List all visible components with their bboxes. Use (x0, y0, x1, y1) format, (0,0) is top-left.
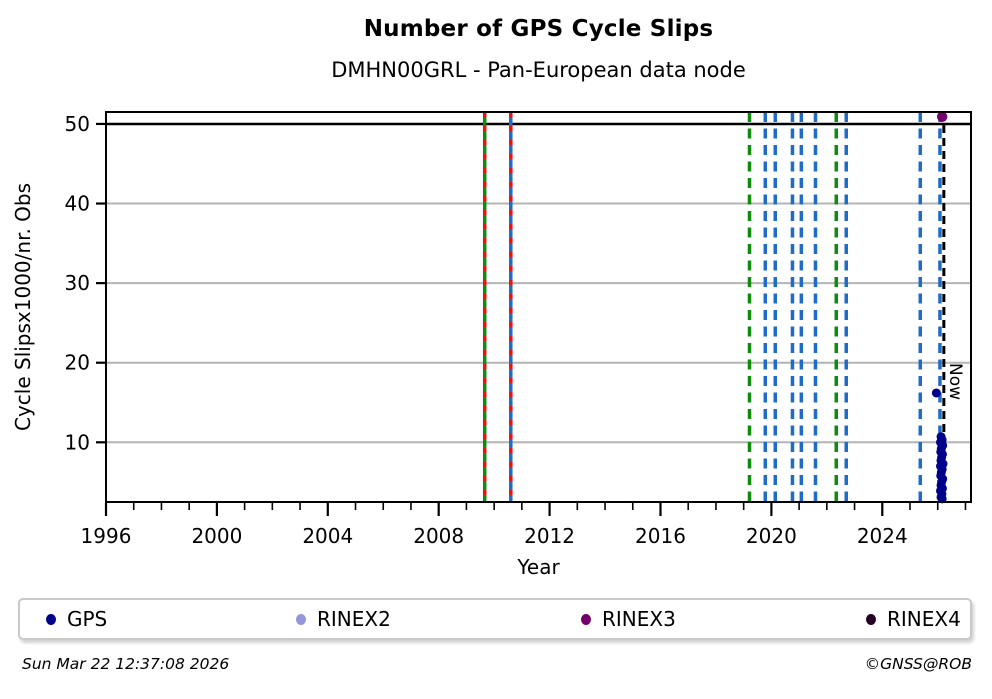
y-tick-label: 50 (65, 112, 90, 136)
x-tick-label: 2012 (524, 524, 575, 548)
x-tick-label: 1996 (81, 524, 132, 548)
legend-item-gps: GPS (46, 607, 107, 631)
x-tick-label: 2000 (191, 524, 242, 548)
x-tick-label: 2004 (302, 524, 353, 548)
gps-point (931, 388, 941, 398)
legend-item-rinex2: RINEX2 (296, 607, 391, 631)
legend: GPS RINEX2 RINEX3 RINEX4 (18, 598, 972, 640)
x-tick-label: 2024 (857, 524, 908, 548)
x-tick-label: 2016 (635, 524, 686, 548)
x-axis-label: Year (516, 555, 560, 579)
y-tick-label: 40 (65, 192, 90, 216)
rinex2-dot-icon (296, 613, 306, 625)
page-title: Number of GPS Cycle Slips (363, 16, 714, 42)
x-tick-label: 2020 (746, 524, 797, 548)
y-tick-label: 10 (65, 430, 90, 454)
credit-text: ©GNSS@ROB (864, 655, 972, 673)
now-label: Now (945, 363, 965, 400)
plot-timestamp: Sun Mar 22 12:37:08 2026 (22, 655, 230, 673)
y-axis-label: Cycle Slipsx1000/nr. Obs (11, 183, 35, 431)
rinex4-dot-icon (866, 613, 876, 625)
gps-dot-icon (46, 613, 56, 625)
legend-label-rinex3: RINEX3 (602, 607, 676, 631)
y-tick-label: 30 (65, 271, 90, 295)
x-tick-label: 2008 (413, 524, 464, 548)
legend-item-rinex4: RINEX4 (866, 607, 961, 631)
page-subtitle: DMHN00GRL - Pan-European data node (331, 58, 746, 82)
legend-label-gps: GPS (67, 607, 108, 631)
y-tick-label: 20 (65, 351, 90, 375)
rinex3-point (936, 111, 948, 122)
legend-label-rinex2: RINEX2 (317, 607, 391, 631)
rinex3-dot-icon (581, 613, 591, 625)
legend-label-rinex4: RINEX4 (887, 607, 961, 631)
cycle-slips-chart: Now 1996 2000 2004 2008 2012 2016 2020 2024 10 20 3… (11, 111, 972, 579)
legend-item-rinex3: RINEX3 (581, 607, 676, 631)
plot-border (105, 111, 972, 503)
